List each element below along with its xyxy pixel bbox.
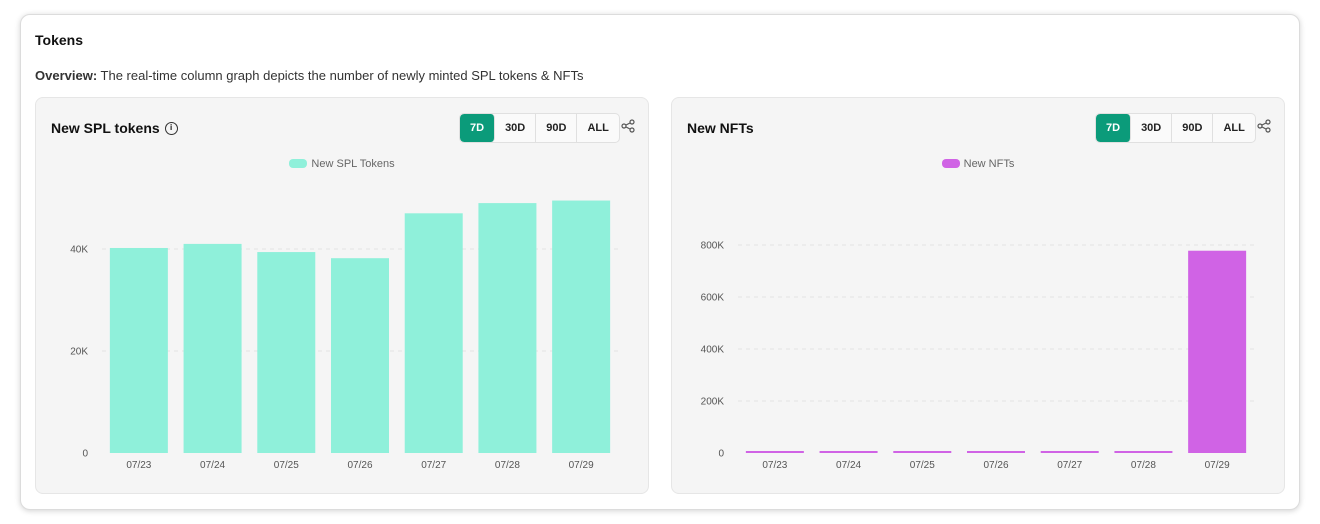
y-tick-label: 800K [701, 241, 725, 252]
spl-range-30d-button[interactable]: 30D [495, 114, 537, 142]
x-tick-label: 07/26 [347, 460, 372, 471]
spl-range-all-button[interactable]: ALL [587, 122, 609, 134]
nfts-chart: 0 200K 400K 600K 800K 07/23 07/24 07/25 07/26 07/… [701, 241, 1254, 471]
y-tick-label: 0 [718, 449, 724, 460]
y-tick-label: 400K [701, 345, 725, 356]
x-tick-label: 07/25 [274, 460, 299, 471]
bar [552, 200, 611, 453]
nft-range-7d-button[interactable]: 7D [1096, 114, 1132, 142]
bar [109, 247, 168, 453]
bar [1040, 451, 1099, 453]
x-tick-label: 07/29 [1205, 460, 1230, 471]
spl-tokens-chart: 0 20K 40K 07/23 07/24 07/25 07/26 07/27 07/28 07/… [70, 200, 618, 471]
bar [1188, 250, 1247, 453]
y-tick-label: 0 [82, 449, 88, 460]
x-tick-label: 07/23 [126, 460, 151, 471]
x-tick-label: 07/26 [983, 460, 1008, 471]
bar [257, 252, 316, 453]
spl-legend-swatch [289, 159, 308, 168]
y-tick-label: 20K [70, 347, 88, 358]
nft-range-90d-button[interactable]: 90D [1172, 114, 1214, 142]
spl-legend[interactable]: New SPL Tokens [36, 158, 648, 170]
y-tick-label: 600K [701, 293, 725, 304]
x-tick-label: 07/29 [569, 460, 594, 471]
y-tick-label: 200K [701, 397, 725, 408]
bar [745, 451, 804, 453]
spl-tokens-panel: New SPL tokens i 7D 30D 90D ALL New SPL … [35, 97, 649, 494]
spl-panel-title: New SPL tokens [51, 120, 160, 136]
tokens-card: Tokens Overview: The real-time column gr… [20, 14, 1300, 510]
overview-description: The real-time column graph depicts the n… [97, 68, 584, 83]
info-icon[interactable]: i [164, 121, 178, 135]
spl-legend-label: New SPL Tokens [311, 158, 395, 170]
spl-range-90d-button[interactable]: 90D [536, 114, 578, 142]
share-icon[interactable] [1257, 119, 1271, 133]
nft-legend[interactable]: New NFTs [672, 158, 1284, 170]
bar [478, 203, 537, 453]
spl-panel-header: New SPL tokens i [51, 120, 178, 136]
bar [893, 451, 952, 453]
nft-panel-title: New NFTs [687, 120, 754, 136]
x-tick-label: 07/24 [200, 460, 225, 471]
x-tick-label: 07/27 [1057, 460, 1082, 471]
bar [331, 258, 389, 453]
bar [967, 451, 1025, 453]
bar [183, 243, 242, 453]
nft-legend-swatch [941, 159, 960, 168]
x-tick-label: 07/25 [910, 460, 935, 471]
overview-label: Overview: [35, 68, 98, 83]
share-icon[interactable] [621, 119, 635, 133]
spl-range-7d-button[interactable]: 7D [460, 114, 496, 142]
x-tick-label: 07/23 [762, 460, 787, 471]
y-tick-label: 40K [70, 245, 88, 256]
nft-range-30d-button[interactable]: 30D [1131, 114, 1173, 142]
nfts-panel: New NFTs 7D 30D 90D ALL New NFTs 0 200K 40… [671, 97, 1285, 494]
bar [1114, 451, 1173, 453]
x-tick-label: 07/28 [1131, 460, 1156, 471]
spl-range-selector: 7D 30D 90D ALL [459, 113, 620, 143]
nft-legend-label: New NFTs [963, 158, 1015, 170]
nft-range-selector: 7D 30D 90D ALL [1095, 113, 1256, 143]
nft-range-all-button[interactable]: ALL [1223, 122, 1245, 134]
card-title: Tokens [35, 32, 83, 48]
x-tick-label: 07/27 [421, 460, 446, 471]
overview-text: Overview: The real-time column graph dep… [35, 68, 583, 83]
x-tick-label: 07/24 [836, 460, 861, 471]
bar [819, 451, 878, 453]
nft-panel-header: New NFTs [687, 120, 754, 136]
x-tick-label: 07/28 [495, 460, 520, 471]
bar [404, 213, 463, 453]
